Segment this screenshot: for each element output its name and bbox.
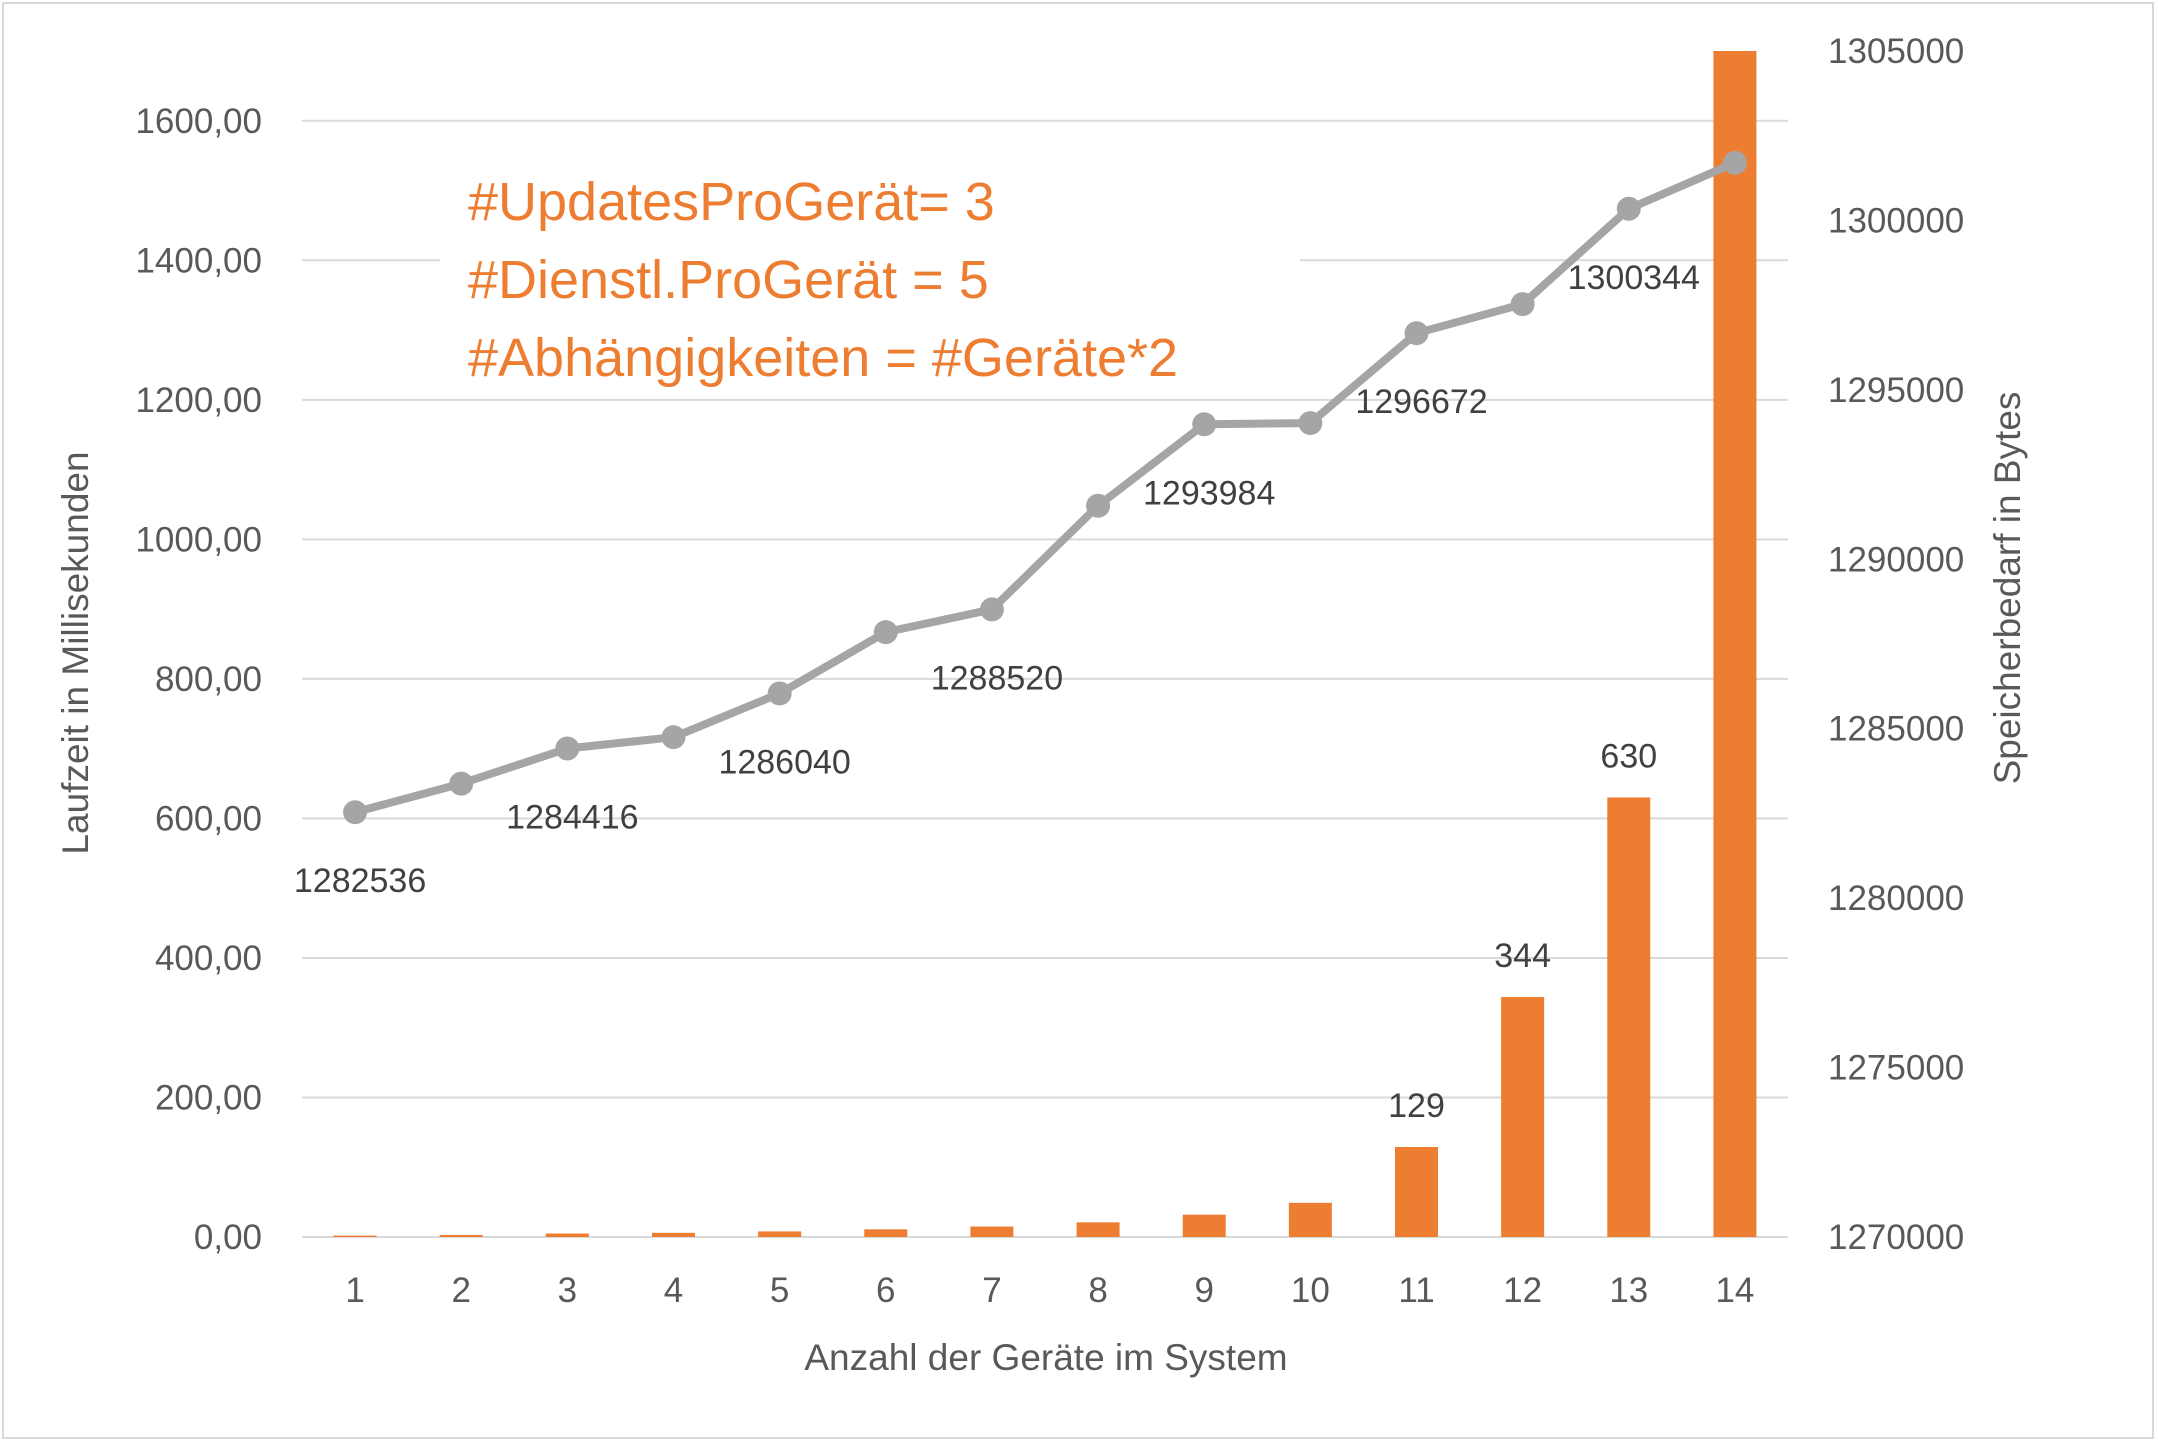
y-right-tick-label: 1300000 (1828, 201, 1964, 240)
y-tick-label: 0,00 (194, 1218, 262, 1257)
annotation-background (440, 160, 1300, 395)
data-labels: 129 344 630 1282536 1284416 1286040 1288520 129… (294, 259, 1700, 1125)
left-axis: 0,00 200,00 400,00 600,00 800,00 1000,00 1200,… (135, 102, 262, 1257)
x-tick-label: 14 (1715, 1271, 1754, 1310)
line-path (351, 158, 1739, 817)
line-data-label: 1296672 (1355, 383, 1487, 421)
line-marker (1298, 411, 1323, 436)
x-tick-label: 5 (770, 1271, 789, 1310)
bar-data-label: 129 (1388, 1087, 1445, 1125)
line-marker (767, 681, 792, 706)
bar (1395, 1147, 1438, 1237)
y-right-tick-label: 1280000 (1828, 879, 1964, 918)
line-data-label: 1284416 (506, 799, 638, 837)
x-tick-label: 11 (1398, 1271, 1434, 1310)
bar (1076, 1222, 1120, 1237)
line-marker (449, 771, 474, 796)
y-tick-label: 1200,00 (135, 381, 262, 420)
bar (970, 1226, 1014, 1237)
annotation-line-1: #UpdatesProGerät= 3 (468, 172, 995, 232)
line-marker (1616, 196, 1641, 221)
x-tick-label: 2 (451, 1271, 470, 1310)
bar (1182, 1214, 1226, 1237)
y-right-tick-label: 1270000 (1828, 1218, 1964, 1257)
x-tick-label: 13 (1609, 1271, 1648, 1310)
line-marker (1510, 292, 1535, 317)
x-tick-label: 8 (1088, 1271, 1107, 1310)
line-data-label: 1293984 (1143, 474, 1275, 512)
x-tick-label: 6 (876, 1271, 895, 1310)
y-tick-label: 1000,00 (135, 520, 262, 559)
y-right-tick-label: 1295000 (1828, 371, 1964, 410)
y-axis-title: Laufzeit in Millisekunden (55, 451, 96, 854)
x-axis: 1 2 3 4 5 6 7 8 9 10 11 12 13 14 (345, 1271, 1754, 1310)
bar-data-label: 630 (1600, 737, 1657, 775)
y-right-tick-label: 1275000 (1828, 1049, 1964, 1088)
y-tick-label: 400,00 (155, 939, 262, 978)
annotation-line-2: #Dienstl.ProGerät = 5 (468, 250, 989, 310)
y-tick-label: 200,00 (155, 1078, 262, 1117)
y-tick-label: 1600,00 (135, 102, 262, 141)
y-tick-label: 800,00 (155, 660, 262, 699)
bar (333, 1235, 377, 1237)
right-axis: 1270000 1275000 1280000 1285000 1290000 12950… (1828, 32, 1964, 1257)
y-axis-right-title: Speicherbedarf in Bytes (1987, 392, 2028, 785)
bar-series (333, 51, 1757, 1237)
bar (1288, 1202, 1332, 1237)
x-tick-label: 10 (1291, 1271, 1330, 1310)
x-tick-label: 4 (664, 1271, 683, 1310)
x-tick-label: 1 (345, 1271, 364, 1310)
line-marker (873, 620, 898, 645)
y-tick-label: 1400,00 (135, 241, 262, 280)
line-marker (1404, 321, 1429, 346)
line-marker (979, 597, 1004, 622)
line-marker (343, 800, 368, 825)
y-right-tick-label: 1285000 (1828, 710, 1964, 749)
bar (439, 1234, 483, 1237)
x-tick-label: 7 (982, 1271, 1001, 1310)
y-right-tick-label: 1290000 (1828, 540, 1964, 579)
line-marker (661, 725, 686, 750)
line-marker (1192, 412, 1217, 437)
annotation-line-3: #Abhängigkeiten = #Geräte*2 (468, 328, 1178, 388)
bar (1713, 51, 1757, 1237)
line-data-label: 1288520 (931, 659, 1063, 697)
bar (1501, 997, 1545, 1237)
y-right-tick-label: 1305000 (1828, 32, 1964, 71)
x-axis-title: Anzahl der Geräte im System (804, 1337, 1287, 1378)
line-marker (555, 736, 580, 761)
line-data-label: 1282536 (294, 862, 426, 900)
line-data-label: 1286040 (718, 743, 850, 781)
x-tick-label: 3 (558, 1271, 577, 1310)
y-tick-label: 600,00 (155, 799, 262, 838)
line-series (343, 150, 1747, 825)
bar (1607, 797, 1651, 1237)
bar (652, 1232, 695, 1237)
bar (758, 1231, 802, 1237)
line-marker (1086, 493, 1111, 518)
bar-data-label: 344 (1494, 937, 1551, 975)
x-tick-label: 12 (1503, 1271, 1542, 1310)
bar (545, 1233, 589, 1237)
x-tick-label: 9 (1194, 1271, 1213, 1310)
line-marker (1722, 150, 1747, 175)
line-data-label: 1300344 (1568, 259, 1700, 297)
bar (864, 1229, 908, 1237)
